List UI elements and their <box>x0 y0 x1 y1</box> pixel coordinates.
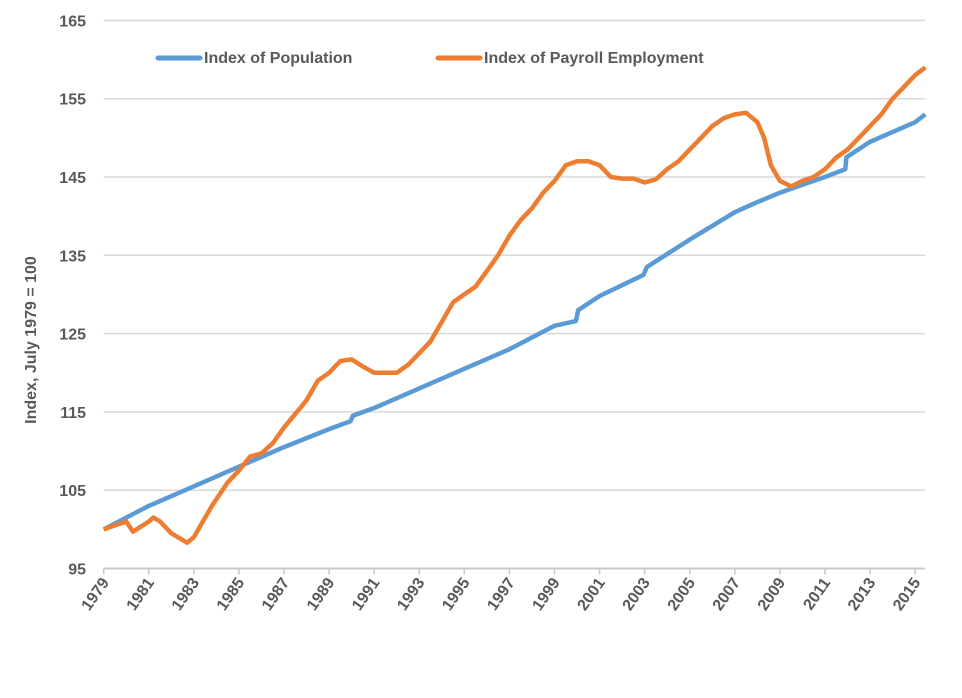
x-tick-label: 1999 <box>529 575 563 614</box>
x-tick-label: 1989 <box>304 575 338 614</box>
y-tick-label: 145 <box>59 170 86 187</box>
series-line-payroll <box>102 65 927 545</box>
x-tick-label: 2007 <box>710 575 744 614</box>
y-tick-label: 95 <box>68 562 86 579</box>
x-tick-label: 1987 <box>259 575 293 614</box>
y-tick-label: 165 <box>59 13 86 30</box>
y-axis-ticks: 95 105 115 125 135 145 155 165 <box>59 13 86 578</box>
x-tick-label: 1991 <box>349 575 383 614</box>
series-line-population <box>102 112 927 532</box>
x-tick-label: 1983 <box>169 575 203 614</box>
x-tick-label: 2009 <box>755 575 789 614</box>
x-tick-label: 2005 <box>665 575 699 614</box>
x-tick-label: 1985 <box>214 575 248 614</box>
legend: Index of Population Index of Payroll Emp… <box>155 50 704 67</box>
y-tick-label: 105 <box>59 483 86 500</box>
x-tick-label: 1981 <box>124 575 158 614</box>
x-tick-label: 1995 <box>439 575 473 614</box>
x-tick-label: 2003 <box>620 575 654 614</box>
x-tick-label: 1997 <box>484 575 518 614</box>
x-tick-label: 2015 <box>890 575 924 614</box>
y-tick-label: 115 <box>60 405 86 422</box>
y-tick-label: 135 <box>59 248 86 265</box>
legend-label-population: Index of Population <box>204 50 352 67</box>
x-tick-label: 2011 <box>800 575 834 613</box>
y-axis-label: Index, July 1979 = 100 <box>23 256 40 424</box>
x-tick-label: 2013 <box>845 575 879 614</box>
legend-label-payroll: Index of Payroll Employment <box>484 50 704 67</box>
y-tick-label: 125 <box>59 327 86 344</box>
gridlines <box>103 19 925 491</box>
x-axis: 1979 1981 1983 1985 1987 1989 1991 1993 1995 1997… <box>79 567 925 614</box>
y-tick-label: 155 <box>59 92 86 109</box>
x-tick-label: 1993 <box>394 575 428 614</box>
x-tick-label: 2001 <box>575 575 609 614</box>
x-tick-label: 1979 <box>79 575 113 614</box>
series-lines <box>102 65 927 545</box>
